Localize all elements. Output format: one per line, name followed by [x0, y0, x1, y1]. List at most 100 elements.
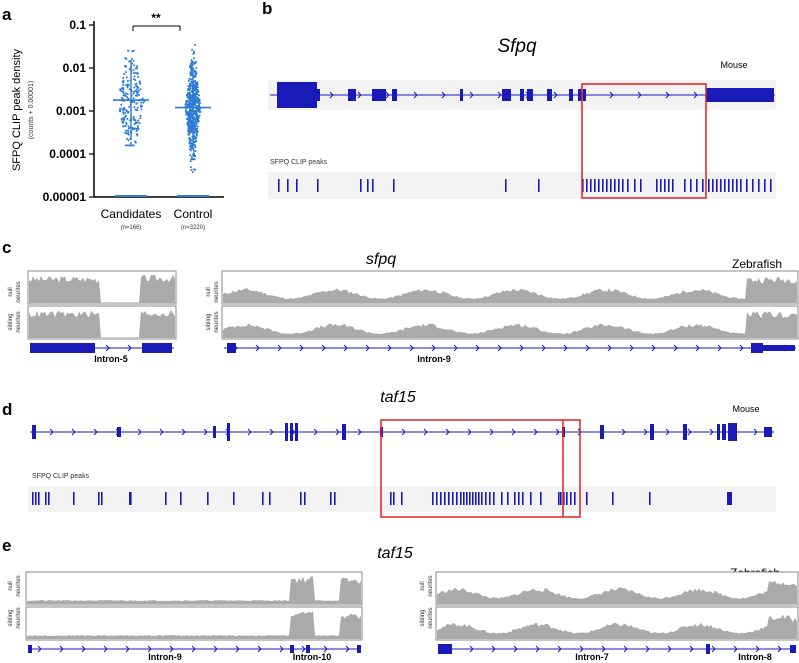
- clip-track-label-b: SFPQ CLIP peaks: [270, 159, 328, 166]
- exons: [277, 82, 774, 108]
- data-point: [184, 108, 187, 111]
- data-point: [190, 147, 193, 150]
- data-point: [185, 113, 188, 116]
- data-point: [198, 94, 201, 97]
- data-point: [134, 140, 137, 143]
- strand-chevron: [511, 428, 516, 436]
- data-point: [132, 144, 135, 147]
- panel-a-chart: SFPQ CLIP peak density (counts + 0.00001…: [11, 11, 224, 231]
- data-point: [196, 131, 199, 134]
- clip-peak: [485, 492, 487, 505]
- data-point: [195, 127, 198, 130]
- strand-chevron: [489, 428, 494, 436]
- strand-chevron: [579, 645, 584, 653]
- clip-peak: [393, 179, 395, 192]
- data-point: [188, 98, 191, 101]
- data-point: [189, 117, 192, 120]
- exon: [728, 423, 737, 441]
- data-point: [126, 132, 129, 135]
- strand-chevron: [103, 645, 108, 653]
- data-point: [197, 120, 200, 123]
- data-point: [141, 97, 144, 100]
- label-sibling-neurites: neurites: [16, 311, 22, 332]
- strand-chevron: [71, 428, 76, 436]
- label-null-neurites: neurites: [16, 575, 22, 596]
- data-point: [125, 121, 128, 124]
- category-candidates: Candidates: [101, 207, 162, 221]
- clip-peak: [538, 179, 540, 192]
- strand-chevron: [401, 428, 406, 436]
- clip-peak: [262, 492, 264, 505]
- clip-peak: [130, 492, 132, 505]
- exon: [722, 424, 726, 440]
- clip-peak: [73, 492, 75, 505]
- data-point: [132, 117, 135, 120]
- data-point: [138, 122, 141, 125]
- strand-chevron: [629, 344, 634, 352]
- strand-chevron: [469, 91, 474, 99]
- clip-track-bg: [268, 172, 776, 199]
- data-point: [120, 117, 123, 120]
- clip-peak: [586, 179, 588, 192]
- data-point: [135, 88, 138, 91]
- clip-peak: [664, 179, 666, 192]
- exon: [290, 423, 293, 441]
- data-point: [131, 62, 134, 65]
- data-point: [132, 78, 135, 81]
- strand-chevron: [127, 344, 132, 352]
- strand-chevron: [37, 645, 42, 653]
- track-labels-e-left: null neurites sibling neurites: [8, 575, 22, 628]
- data-point: [129, 141, 132, 144]
- exon: [764, 427, 772, 437]
- y-tick-label: 0.01: [63, 61, 87, 75]
- clip-peak: [770, 179, 772, 192]
- strand-chevron: [733, 645, 738, 653]
- strand-chevron: [709, 428, 714, 436]
- data-point: [187, 111, 190, 114]
- data-point: [193, 116, 196, 119]
- strand-chevron: [621, 428, 626, 436]
- data-point: [193, 69, 196, 72]
- clip-peak: [602, 179, 604, 192]
- data-point: [194, 146, 197, 149]
- strand-chevron: [601, 645, 606, 653]
- strand-chevron: [279, 645, 284, 653]
- exon: [117, 427, 121, 437]
- data-point: [118, 108, 121, 111]
- clip-peak: [732, 179, 734, 192]
- data-point: [125, 109, 128, 112]
- strand-chevron: [475, 344, 480, 352]
- data-point: [136, 72, 139, 75]
- data-point: [122, 76, 125, 79]
- exon: [28, 645, 32, 653]
- clip-peak: [522, 492, 524, 505]
- data-point: [132, 92, 135, 95]
- clip-peak: [518, 492, 520, 505]
- clip-peak: [540, 492, 542, 505]
- clip-peak: [390, 492, 392, 505]
- strand-chevron: [609, 91, 614, 99]
- clip-peak: [594, 179, 596, 192]
- clip-peak: [668, 179, 670, 192]
- data-point: [195, 114, 198, 117]
- data-point: [132, 100, 135, 103]
- clip-peak: [640, 179, 642, 192]
- data-point: [135, 66, 138, 69]
- strand-chevron: [387, 344, 392, 352]
- clip-peak: [505, 179, 507, 192]
- clip-peak: [440, 492, 442, 505]
- data-point: [124, 57, 127, 60]
- strand-chevron: [541, 344, 546, 352]
- clip-peak: [622, 179, 624, 192]
- clip-peak: [493, 492, 495, 505]
- strand-chevron: [365, 344, 370, 352]
- data-point: [127, 97, 130, 100]
- clip-peak: [758, 179, 760, 192]
- intron-label-e-l2: Intron-10: [293, 652, 332, 662]
- coverage-area: [437, 580, 797, 604]
- data-point: [136, 126, 139, 129]
- exon: [763, 345, 795, 351]
- data-point: [196, 96, 199, 99]
- data-point: [132, 72, 135, 75]
- data-point: [191, 49, 194, 52]
